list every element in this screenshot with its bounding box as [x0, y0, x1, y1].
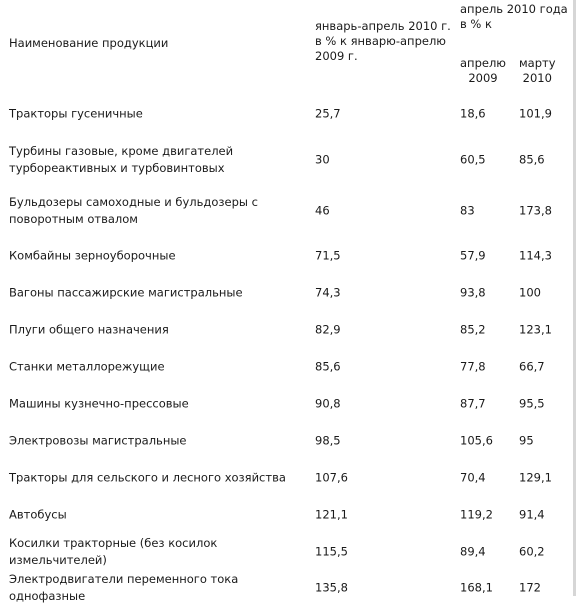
product-name-line: Турбины газовые, кроме двигателей	[9, 144, 234, 158]
apr-2009-percent-cell: 168,1	[460, 580, 493, 595]
table-row: Тракторы гусеничные 25,7 18,6 101,9	[0, 96, 573, 132]
product-name-cell: Турбины газовые, кроме двигателей турборе…	[9, 143, 309, 177]
product-name-line: Машины кузнечно-прессовые	[9, 396, 189, 411]
product-name-line: Вагоны пассажирские магистральные	[9, 285, 243, 300]
header-product-name: Наименование продукции	[9, 36, 169, 50]
table-row: Комбайны зерноуборочные 71,5 57,9 114,3	[0, 238, 573, 274]
apr-2009-percent-cell: 83	[460, 203, 475, 218]
product-name-cell: Косилки тракторные (без косилок измельчи…	[9, 535, 309, 569]
mar-2010-percent-cell: 100	[519, 285, 541, 300]
mar-2010-percent-cell: 123,1	[519, 322, 552, 337]
table-row: Автобусы 121,1 119,2 91,4	[0, 497, 573, 533]
apr-2009-percent-cell: 60,5	[460, 152, 486, 167]
jan-apr-percent-cell: 30	[315, 152, 330, 167]
product-name-cell: Машины кузнечно-прессовые	[9, 396, 309, 413]
product-name-line: Станки металлорежущие	[9, 359, 165, 374]
table-row: Машины кузнечно-прессовые 90,8 87,7 95,5	[0, 386, 573, 422]
mar-2010-percent-cell: 101,9	[519, 106, 552, 121]
apr-2009-percent-cell: 57,9	[460, 248, 486, 263]
jan-apr-percent-cell: 46	[315, 203, 330, 218]
product-name-cell: Тракторы гусеничные	[9, 106, 309, 123]
product-name-line: Комбайны зерноуборочные	[9, 248, 176, 263]
jan-apr-percent-cell: 121,1	[315, 507, 348, 522]
jan-apr-percent-cell: 71,5	[315, 248, 341, 263]
product-name-line: Тракторы для сельского и лесного хозяйст…	[9, 470, 286, 485]
table-row: Турбины газовые, кроме двигателей турборе…	[0, 138, 573, 182]
header-mar-2010: марту 2010	[519, 56, 556, 86]
apr-2009-percent-cell: 105,6	[460, 433, 493, 448]
mar-2010-percent-cell: 95	[519, 433, 534, 448]
apr-2009-percent-cell: 70,4	[460, 470, 486, 485]
jan-apr-percent-cell: 25,7	[315, 106, 341, 121]
jan-apr-percent-cell: 135,8	[315, 580, 348, 595]
table-row: Электродвигатели переменного тока однофа…	[0, 570, 573, 606]
header-apr-2009-line: 2009	[468, 71, 498, 85]
product-name-line: Плуги общего назначения	[9, 322, 169, 337]
product-name-cell: Автобусы	[9, 507, 309, 524]
product-name-cell: Комбайны зерноуборочные	[9, 248, 309, 265]
header-jan-apr-line: январь-апрель 2010 г.	[315, 19, 451, 33]
mar-2010-percent-cell: 172	[519, 580, 541, 595]
jan-apr-percent-cell: 82,9	[315, 322, 341, 337]
jan-apr-percent-cell: 98,5	[315, 433, 341, 448]
product-name-cell: Вагоны пассажирские магистральные	[9, 285, 309, 302]
product-name-line: Бульдозеры самоходные и бульдозеры с	[9, 195, 258, 209]
jan-apr-percent-cell: 115,5	[315, 544, 348, 559]
product-name-cell: Бульдозеры самоходные и бульдозеры с пово…	[9, 194, 309, 228]
product-name-cell: Станки металлорежущие	[9, 359, 309, 376]
header-jan-apr: январь-апрель 2010 г. в % к январю-апрел…	[315, 19, 451, 64]
apr-2009-percent-cell: 93,8	[460, 285, 486, 300]
table-row: Электровозы магистральные 98,5 105,6 95	[0, 423, 573, 459]
apr-2009-percent-cell: 77,8	[460, 359, 486, 374]
mar-2010-percent-cell: 173,8	[519, 203, 552, 218]
header-apr-group-line: апрель 2010 года	[460, 2, 568, 16]
product-name-cell: Плуги общего назначения	[9, 322, 309, 339]
mar-2010-percent-cell: 60,2	[519, 544, 545, 559]
apr-2009-percent-cell: 87,7	[460, 396, 486, 411]
table-row: Плуги общего назначения 82,9 85,2 123,1	[0, 312, 573, 348]
jan-apr-percent-cell: 85,6	[315, 359, 341, 374]
product-name-line: Электродвигатели переменного тока однофа…	[9, 572, 239, 603]
product-name-line: Косилки тракторные (без косилок измельчи…	[9, 536, 218, 567]
header-jan-apr-line: 2009 г.	[315, 49, 358, 63]
jan-apr-percent-cell: 107,6	[315, 470, 348, 485]
apr-2009-percent-cell: 119,2	[460, 507, 493, 522]
mar-2010-percent-cell: 91,4	[519, 507, 545, 522]
header-apr-2009: апрелю 2009	[460, 56, 506, 86]
mar-2010-percent-cell: 95,5	[519, 396, 545, 411]
header-mar-2010-line: 2010	[522, 71, 552, 85]
product-name-cell: Электровозы магистральные	[9, 433, 309, 450]
table-row: Вагоны пассажирские магистральные 74,3 93,…	[0, 275, 573, 311]
mar-2010-percent-cell: 85,6	[519, 152, 545, 167]
product-name-line: турбореактивных и турбовинтовых	[9, 161, 225, 175]
product-name-line: Электровозы магистральные	[9, 433, 187, 448]
apr-2009-percent-cell: 18,6	[460, 106, 486, 121]
table-row: Бульдозеры самоходные и бульдозеры с пово…	[0, 189, 573, 233]
header-apr-2009-line: апрелю	[460, 56, 506, 70]
product-name-cell: Электродвигатели переменного тока однофа…	[9, 571, 309, 605]
product-name-cell: Тракторы для сельского и лесного хозяйст…	[9, 470, 309, 487]
product-name-line: Автобусы	[9, 507, 67, 522]
table-row: Косилки тракторные (без косилок измельчи…	[0, 534, 573, 570]
table-row: Станки металлорежущие 85,6 77,8 66,7	[0, 349, 573, 385]
header-jan-apr-line: в % к январю-апрелю	[315, 34, 446, 48]
jan-apr-percent-cell: 74,3	[315, 285, 341, 300]
mar-2010-percent-cell: 66,7	[519, 359, 545, 374]
apr-2009-percent-cell: 89,4	[460, 544, 486, 559]
mar-2010-percent-cell: 129,1	[519, 470, 552, 485]
product-name-line: поворотным отвалом	[9, 212, 138, 226]
header-mar-2010-line: марту	[519, 56, 556, 70]
apr-2009-percent-cell: 85,2	[460, 322, 486, 337]
header-apr-2010-group: апрель 2010 года в % к	[460, 2, 568, 32]
mar-2010-percent-cell: 114,3	[519, 248, 552, 263]
product-name-line: Тракторы гусеничные	[9, 106, 143, 121]
jan-apr-percent-cell: 90,8	[315, 396, 341, 411]
header-apr-group-line: в % к	[460, 17, 492, 31]
table-row: Тракторы для сельского и лесного хозяйст…	[0, 460, 573, 496]
